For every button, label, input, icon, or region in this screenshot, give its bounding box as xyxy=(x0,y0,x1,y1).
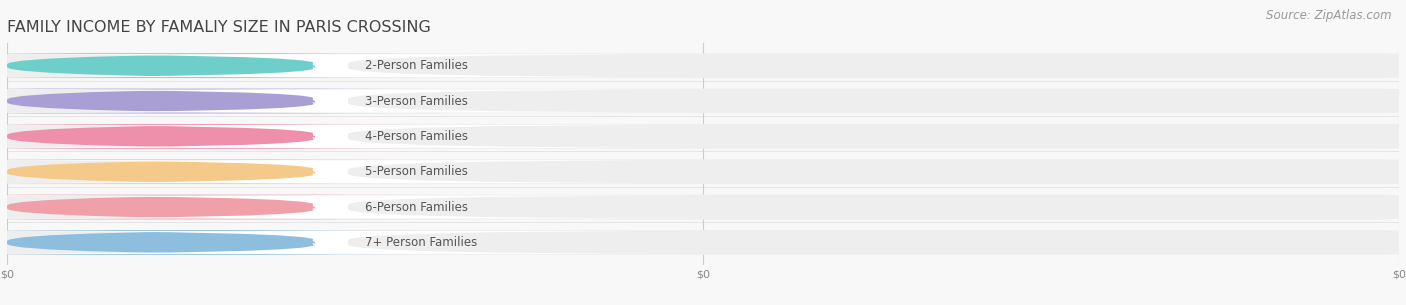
Text: $0: $0 xyxy=(311,61,326,71)
FancyBboxPatch shape xyxy=(0,160,718,183)
Text: FAMILY INCOME BY FAMALIY SIZE IN PARIS CROSSING: FAMILY INCOME BY FAMALIY SIZE IN PARIS C… xyxy=(7,20,430,34)
Text: 7+ Person Families: 7+ Person Families xyxy=(364,236,477,249)
Text: 5-Person Families: 5-Person Families xyxy=(364,165,468,178)
FancyBboxPatch shape xyxy=(0,195,446,219)
FancyBboxPatch shape xyxy=(0,230,446,255)
Text: 2-Person Families: 2-Person Families xyxy=(364,59,468,72)
Text: $0: $0 xyxy=(311,96,326,106)
FancyBboxPatch shape xyxy=(0,53,446,78)
FancyBboxPatch shape xyxy=(0,159,446,184)
FancyBboxPatch shape xyxy=(0,196,718,218)
FancyBboxPatch shape xyxy=(0,90,718,113)
Text: 3-Person Families: 3-Person Families xyxy=(364,95,468,108)
FancyBboxPatch shape xyxy=(7,89,1399,113)
FancyBboxPatch shape xyxy=(7,159,1399,184)
FancyBboxPatch shape xyxy=(0,54,718,77)
Text: Source: ZipAtlas.com: Source: ZipAtlas.com xyxy=(1267,9,1392,22)
FancyBboxPatch shape xyxy=(0,231,718,254)
Text: 6-Person Families: 6-Person Families xyxy=(364,200,468,214)
Text: $0: $0 xyxy=(311,202,326,212)
FancyBboxPatch shape xyxy=(0,124,446,149)
Text: $0: $0 xyxy=(311,131,326,141)
Text: $0: $0 xyxy=(311,167,326,177)
FancyBboxPatch shape xyxy=(0,89,446,113)
FancyBboxPatch shape xyxy=(0,125,718,148)
Text: $0: $0 xyxy=(311,237,326,247)
FancyBboxPatch shape xyxy=(7,230,1399,255)
FancyBboxPatch shape xyxy=(7,195,1399,219)
FancyBboxPatch shape xyxy=(7,53,1399,78)
Text: 4-Person Families: 4-Person Families xyxy=(364,130,468,143)
FancyBboxPatch shape xyxy=(7,124,1399,149)
